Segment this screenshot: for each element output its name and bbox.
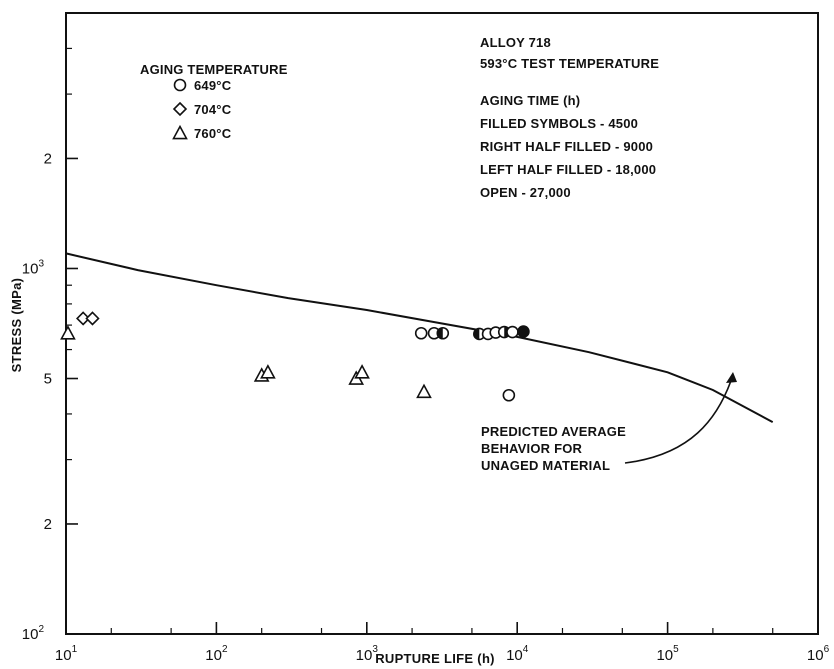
y-axis: 102 2 5 103 2 [22, 47, 78, 643]
diamond-legend-icon [172, 101, 188, 117]
y-tick-label: 103 [22, 258, 45, 277]
legend-title: AGING TEMPERATURE [140, 62, 288, 77]
legend-entry: 760°C [172, 124, 232, 141]
y-tick-label: 5 [44, 371, 52, 388]
x-tick-label: 101 [55, 644, 78, 664]
series-triangle [60, 325, 432, 399]
curve-label-line-1: PREDICTED AVERAGE [481, 424, 626, 439]
predicted-average-curve [65, 252, 774, 423]
circle-legend-icon [173, 78, 187, 92]
curve-label-line-3: UNAGED MATERIAL [481, 458, 610, 473]
y-tick-label: 2 [44, 150, 52, 167]
triangle-point [60, 325, 76, 340]
diamond-point [76, 311, 91, 326]
plot-frame [65, 12, 819, 635]
annotation-left-half-filled: LEFT HALF FILLED - 18,000 [480, 162, 656, 177]
y-tick-label: 102 [22, 624, 45, 643]
annotation-test-temperature: 593°C TEST TEMPERATURE [480, 56, 659, 71]
circle-point [436, 326, 450, 340]
curve-label-arrow [624, 374, 734, 464]
legend-entry: 649°C [173, 78, 232, 93]
circle-point [414, 326, 428, 340]
annotation-filled-symbols: FILLED SYMBOLS - 4500 [480, 116, 638, 131]
circle-point [502, 388, 516, 402]
diamond-point [85, 311, 100, 326]
x-tick-label: 102 [205, 644, 228, 664]
annotation-alloy: ALLOY 718 [480, 35, 551, 50]
annotation-open: OPEN - 27,000 [480, 185, 571, 200]
annotation-block: ALLOY 718 593°C TEST TEMPERATURE AGING T… [480, 35, 659, 200]
curve-label: PREDICTED AVERAGE BEHAVIOR FOR UNAGED MA… [481, 372, 737, 473]
curve-label-line-2: BEHAVIOR FOR [481, 441, 583, 456]
legend-label: 760°C [194, 126, 232, 141]
legend-label: 704°C [194, 102, 232, 117]
x-tick-label: 104 [506, 644, 529, 664]
x-tick-label: 106 [807, 644, 830, 664]
curve-label-arrowhead [726, 372, 737, 383]
triangle-legend-icon [172, 124, 188, 140]
triangle-point [416, 383, 432, 399]
triangle-point [354, 364, 370, 379]
data-markers [60, 311, 530, 402]
series-diamond [76, 311, 100, 326]
annotation-aging-time: AGING TIME (h) [480, 93, 580, 108]
y-tick-label: 2 [44, 516, 52, 533]
x-axis-label: RUPTURE LIFE (h) [375, 651, 495, 666]
series-circle [414, 325, 530, 402]
legend: AGING TEMPERATURE 649°C 704°C 760°C [140, 62, 288, 141]
annotation-right-half-filled: RIGHT HALF FILLED - 9000 [480, 139, 653, 154]
legend-entry: 704°C [172, 101, 232, 117]
x-tick-label: 105 [656, 644, 679, 664]
triangle-point [260, 364, 276, 379]
circle-point [517, 325, 530, 338]
legend-label: 649°C [194, 78, 232, 93]
y-axis-label: STRESS (MPa) [9, 278, 24, 373]
circle-point [506, 325, 519, 339]
